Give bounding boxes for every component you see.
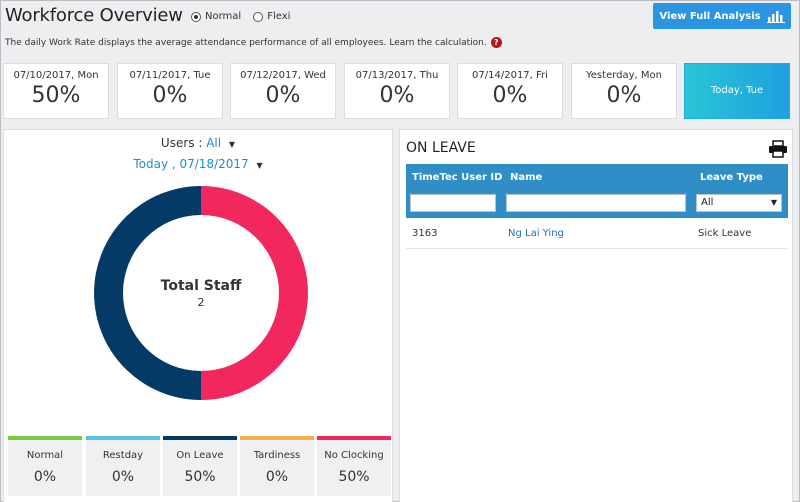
donut-segment-no-clocking[interactable] xyxy=(201,186,308,400)
day-card-date: 07/12/2017, Wed xyxy=(240,70,326,81)
total-staff-donut xyxy=(94,186,308,400)
stat-label: On Leave xyxy=(176,450,224,461)
day-card[interactable]: 07/13/2017, Thu 0% xyxy=(344,63,450,119)
on-leave-panel: ON LEAVE TimeTec User ID Name Leave Type… xyxy=(399,129,793,502)
table-cell-user-id: 3163 xyxy=(412,228,438,239)
stat-label: No Clocking xyxy=(324,450,384,461)
column-header-leave-type[interactable]: Leave Type xyxy=(700,172,763,183)
donut-segment-on-leave[interactable] xyxy=(94,186,201,400)
help-icon[interactable]: ? xyxy=(490,37,502,48)
mode-radio-flexi-label: Flexi xyxy=(267,11,291,22)
donut-title: Total Staff xyxy=(160,277,242,294)
bar-chart-icon xyxy=(766,10,785,23)
day-card-value: 0% xyxy=(152,83,188,108)
day-card[interactable]: Yesterday, Mon 0% xyxy=(571,63,677,119)
stat-label: Restday xyxy=(102,450,144,461)
mode-radio-flexi[interactable]: Flexi xyxy=(253,11,290,22)
day-card-date: 07/14/2017, Fri xyxy=(472,70,548,81)
day-card-date: Yesterday, Mon xyxy=(586,70,662,81)
day-card[interactable]: 07/11/2017, Tue 0% xyxy=(117,63,223,119)
day-card-value: 0% xyxy=(492,83,528,108)
name-filter-input[interactable] xyxy=(506,194,686,212)
stat-label: Tardiness xyxy=(253,450,301,461)
view-full-analysis-label: View Full Analysis xyxy=(659,10,761,22)
stat-tardiness[interactable]: Tardiness 0% xyxy=(240,436,314,496)
leave-type-filter-value: All xyxy=(701,197,714,208)
chevron-down-icon: ▼ xyxy=(770,198,777,207)
table-cell-leave-type: Sick Leave xyxy=(698,228,752,239)
donut-count: 2 xyxy=(197,295,205,309)
day-card-value: 50% xyxy=(31,83,81,108)
users-filter[interactable]: Users : All ▼ xyxy=(4,136,392,150)
stat-value: 0% xyxy=(265,469,289,485)
stat-value: 0% xyxy=(33,469,57,485)
day-card[interactable]: 07/12/2017, Wed 0% xyxy=(230,63,336,119)
work-rate-description: The daily Work Rate displays the average… xyxy=(5,37,502,48)
table-cell-name-link[interactable]: Ng Lai Ying xyxy=(508,228,564,239)
chevron-down-icon[interactable]: ▼ xyxy=(256,161,263,170)
stat-color-bar xyxy=(86,436,160,440)
date-filter[interactable]: Today , 07/18/2017 ▼ xyxy=(4,157,392,171)
print-icon[interactable] xyxy=(768,140,788,158)
chevron-down-icon[interactable]: ▼ xyxy=(228,140,236,149)
stat-on-leave[interactable]: On Leave 50% xyxy=(163,436,237,496)
stat-color-bar xyxy=(240,436,314,440)
radio-unchecked-icon[interactable] xyxy=(253,11,264,22)
date-filter-value[interactable]: Today , 07/18/2017 xyxy=(133,157,249,171)
day-card-value: 0% xyxy=(265,83,301,108)
user-id-filter-input[interactable] xyxy=(410,194,496,212)
radio-checked-icon[interactable] xyxy=(191,11,201,22)
on-leave-title: ON LEAVE xyxy=(406,140,476,156)
stat-label: Normal xyxy=(26,450,64,461)
mode-radio-normal-label: Normal xyxy=(205,11,242,22)
stat-color-bar xyxy=(317,436,391,440)
day-card-date: 07/13/2017, Thu xyxy=(355,70,439,81)
stat-color-bar xyxy=(163,436,237,440)
users-filter-value[interactable]: All xyxy=(206,136,222,150)
donut-center-label: Total Staff 2 xyxy=(94,186,308,400)
day-card[interactable]: 07/10/2017, Mon 50% xyxy=(3,63,109,119)
attendance-summary-panel: Users : All ▼ Today , 07/18/2017 ▼ Total… xyxy=(3,129,393,502)
day-card-value: 0% xyxy=(606,83,642,108)
mode-radio-normal[interactable]: Normal xyxy=(191,11,241,22)
stat-value: 0% xyxy=(111,469,135,485)
stat-normal[interactable]: Normal 0% xyxy=(8,436,82,496)
stat-color-bar xyxy=(8,436,82,440)
users-filter-label: Users : xyxy=(160,136,203,150)
day-card-date: Today, Tue xyxy=(710,85,764,96)
stat-value: 50% xyxy=(184,469,216,485)
day-card-date: 07/11/2017, Tue xyxy=(129,70,211,81)
stat-restday[interactable]: Restday 0% xyxy=(86,436,160,496)
on-leave-table-header: TimeTec User ID Name Leave Type All ▼ xyxy=(406,164,788,218)
stat-value: 50% xyxy=(338,469,370,485)
view-full-analysis-button[interactable]: View Full Analysis xyxy=(653,3,791,29)
work-rate-description-text: The daily Work Rate displays the average… xyxy=(5,37,487,48)
mode-radio-group: Normal Flexi xyxy=(191,11,290,22)
page-title: Workforce Overview xyxy=(5,5,183,26)
stat-no-clocking[interactable]: No Clocking 50% xyxy=(317,436,391,496)
table-row-divider xyxy=(406,248,788,249)
leave-type-filter-select[interactable]: All ▼ xyxy=(696,194,782,212)
column-header-name[interactable]: Name xyxy=(510,172,543,183)
day-card[interactable]: 07/14/2017, Fri 0% xyxy=(457,63,563,119)
day-card-value: 0% xyxy=(379,83,415,108)
column-header-user-id[interactable]: TimeTec User ID xyxy=(412,172,503,183)
day-card-date: 07/10/2017, Mon xyxy=(13,70,99,81)
day-card-today[interactable]: Today, Tue xyxy=(684,63,790,119)
